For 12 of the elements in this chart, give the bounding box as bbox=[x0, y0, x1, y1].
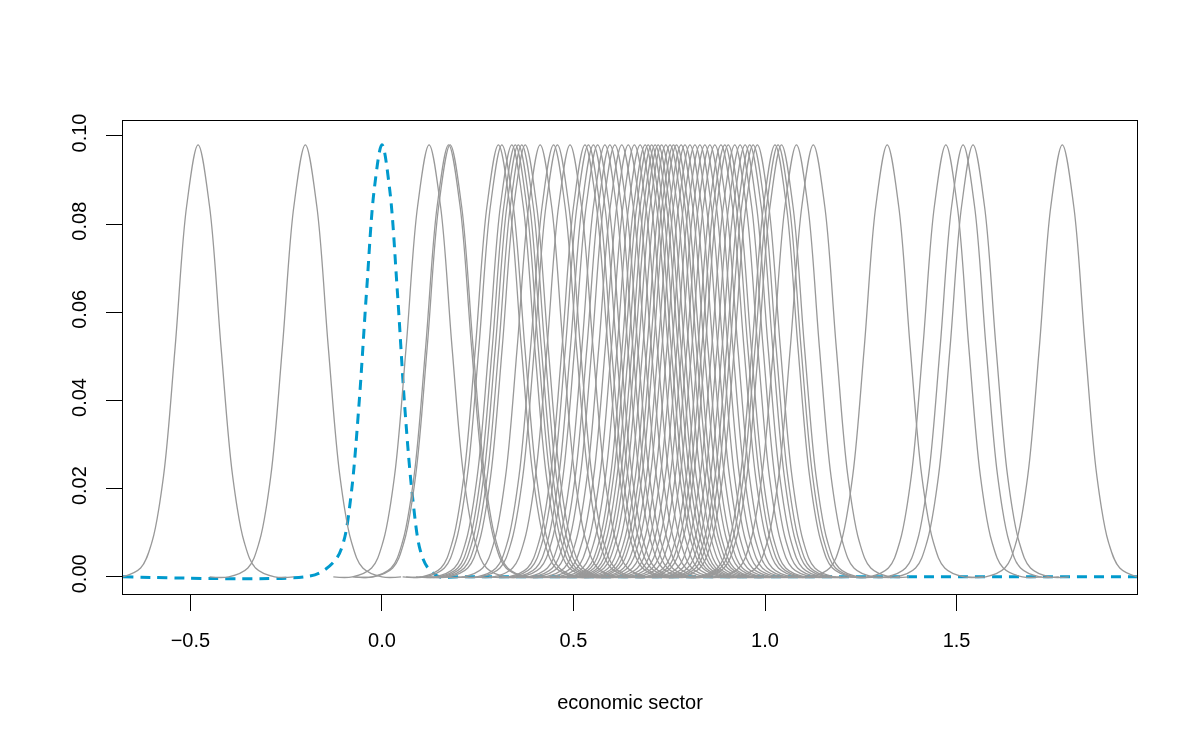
x-tick-label: −0.5 bbox=[170, 629, 211, 652]
x-tick-label: 0.0 bbox=[368, 629, 396, 652]
y-tick-label: 0.04 bbox=[67, 378, 90, 417]
x-tick-label: 0.5 bbox=[559, 629, 588, 652]
y-tick-label: 0.06 bbox=[67, 289, 90, 329]
x-tick-label: 1.5 bbox=[942, 629, 971, 652]
y-tick-label: 0.02 bbox=[67, 466, 90, 506]
x-tick-label: 1.0 bbox=[751, 629, 779, 652]
x-axis-title: economic sector bbox=[557, 690, 704, 713]
y-tick-label: 0.10 bbox=[67, 113, 90, 153]
y-tick-label: 0.00 bbox=[67, 554, 90, 594]
y-tick-label: 0.08 bbox=[67, 201, 90, 241]
